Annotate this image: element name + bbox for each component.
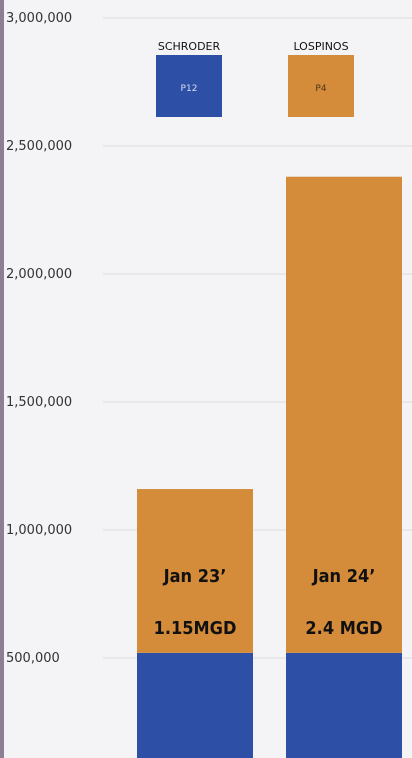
bar-segment (137, 652, 253, 758)
y-tick-label: 3,000,000 (6, 11, 72, 26)
bar-segment (137, 489, 253, 653)
bar-label-flow: 2.4 MGD (305, 618, 382, 639)
y-tick-label: 500,000 (6, 651, 60, 666)
legend-swatch (288, 55, 354, 117)
legend-label: LOSPINOS (293, 40, 348, 53)
legend-label: SCHRODER (158, 40, 221, 53)
y-tick-label: 2,000,000 (6, 267, 72, 282)
y-tick-label: 2,500,000 (6, 139, 72, 154)
legend-code-label: P4 (315, 84, 326, 94)
bar-label-flow: 1.15MGD (154, 618, 237, 639)
bar-segment (286, 176, 402, 653)
bar-label-period: Jan 24’ (312, 566, 376, 587)
bar-label-period: Jan 23’ (163, 566, 227, 587)
y-tick-label: 1,000,000 (6, 523, 72, 538)
left-border-strip (0, 0, 4, 758)
legend-code-label: P12 (181, 84, 198, 94)
bar-segment (286, 652, 402, 758)
legend-swatch (156, 55, 222, 117)
y-tick-label: 1,500,000 (6, 395, 72, 410)
